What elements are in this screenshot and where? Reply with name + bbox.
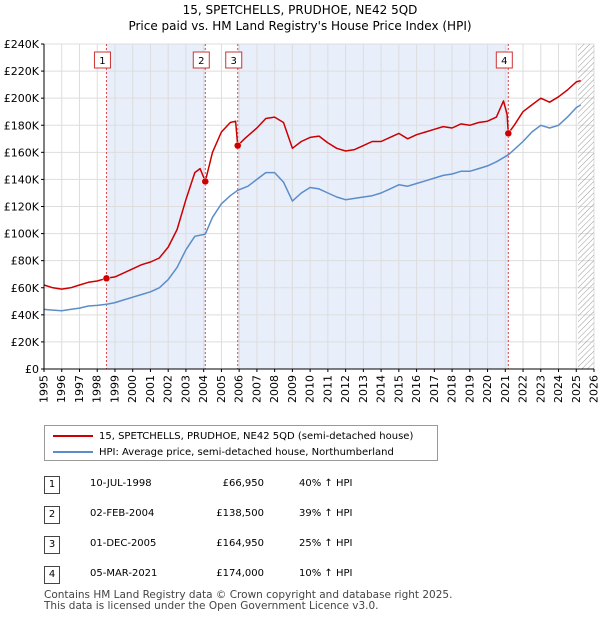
- sale-hpi-diff: 10% ↑ HPI: [299, 568, 353, 579]
- x-tick-label: 2000: [126, 375, 139, 403]
- legend: 15, SPETCHELLS, PRUDHOE, NE42 5QD (semi-…: [44, 425, 438, 461]
- x-tick-label: 2022: [517, 375, 530, 403]
- legend-label-hpi: HPI: Average price, semi-detached house,…: [99, 446, 394, 458]
- x-tick-label: 2007: [250, 375, 263, 403]
- x-tick-label: 2001: [144, 375, 157, 403]
- y-tick-label: £40K: [11, 309, 40, 322]
- x-tick-label: 2008: [268, 375, 281, 403]
- hpi-line: [43, 104, 582, 312]
- x-tick-label: 2014: [375, 375, 388, 403]
- footer: Contains HM Land Registry data © Crown c…: [44, 590, 452, 612]
- x-tick-label: 2021: [499, 375, 512, 403]
- sale-number-frame: [93, 51, 111, 69]
- sale-number-frame: [192, 51, 210, 69]
- chart-title: 15, SPETCHELLS, PRUDHOE, NE42 5QD: [182, 3, 418, 17]
- sale-hpi-diff: 25% ↑ HPI: [299, 538, 353, 549]
- transactions-table: 1 10-JUL-1998 £66,950 40% ↑ HPI 2 02-FEB…: [44, 476, 444, 596]
- sale-number-label: 3: [231, 56, 237, 67]
- sale-date: 05-MAR-2021: [90, 568, 158, 579]
- sale-point: [504, 129, 513, 138]
- x-tick-label: 2025: [570, 375, 583, 403]
- y-tick-label: £240K: [4, 38, 40, 51]
- legend-item-property: 15, SPETCHELLS, PRUDHOE, NE42 5QD (semi-…: [53, 429, 413, 443]
- sale-number-box: 1: [93, 51, 111, 69]
- y-tick-label: £200K: [4, 92, 40, 105]
- legend-swatch-red: [53, 435, 93, 437]
- sale-number-label: 1: [99, 56, 105, 67]
- x-tick-label: 1996: [55, 375, 68, 403]
- table-row: 4 05-MAR-2021 £174,000 10% ↑ HPI: [44, 566, 444, 596]
- sale-number-box: 3: [225, 51, 243, 69]
- sale-hpi-diff: 40% ↑ HPI: [299, 478, 353, 489]
- sale-price: £174,000: [216, 568, 264, 579]
- price-chart: 1 2 3 4 £0 £20K £40K £60K £80K £100K £120K £140K £1…: [4, 38, 600, 403]
- sale-price: £138,500: [216, 508, 264, 519]
- x-tick-label: 2020: [481, 375, 494, 403]
- y-tick-label: £100K: [4, 228, 40, 241]
- x-tick-label: 2002: [162, 375, 175, 403]
- sale-point: [233, 141, 242, 150]
- sale-date: 01-DEC-2005: [90, 538, 157, 549]
- y-tick-label: £20K: [11, 336, 40, 349]
- forecast-hatch: [578, 44, 594, 369]
- x-tick-label: 2009: [286, 375, 299, 403]
- x-tick-label: 2004: [197, 375, 210, 403]
- table-row: 1 10-JUL-1998 £66,950 40% ↑ HPI: [44, 476, 444, 506]
- sale-number-label: 2: [198, 56, 204, 67]
- sale-date: 10-JUL-1998: [90, 478, 152, 489]
- x-tick-label: 2026: [588, 375, 600, 403]
- x-tick-label: 2003: [179, 375, 192, 403]
- sale-number-badge: 3: [44, 536, 60, 554]
- sale-number-frame: [225, 51, 243, 69]
- y-tick-label: £80K: [11, 255, 40, 268]
- y-tick-label: £0: [25, 363, 39, 376]
- x-tick-label: 2006: [233, 375, 246, 403]
- y-tick-label: £220K: [4, 65, 40, 78]
- x-tick-label: 2019: [463, 375, 476, 403]
- legend-label-property: 15, SPETCHELLS, PRUDHOE, NE42 5QD (semi-…: [99, 430, 414, 442]
- y-tick-label: £180K: [4, 119, 40, 132]
- sale-number-frame: [495, 51, 513, 69]
- x-tick-label: 2023: [534, 375, 547, 403]
- sale-number-box: 4: [495, 51, 513, 69]
- footer-license: This data is licensed under the Open Gov…: [44, 600, 379, 612]
- sale-price: £164,950: [216, 538, 264, 549]
- sale-number-badge: 2: [44, 506, 60, 524]
- x-tick-label: 1998: [91, 375, 104, 403]
- sale-number-label: 4: [501, 56, 507, 67]
- x-tick-label: 2017: [428, 375, 441, 403]
- x-tick-label: 2011: [321, 375, 334, 403]
- sale-price: £66,950: [222, 478, 264, 489]
- y-tick-label: £60K: [11, 282, 40, 295]
- x-tick-label: 1999: [108, 375, 121, 403]
- x-tick-label: 2010: [304, 375, 317, 403]
- x-tick-label: 2016: [410, 375, 423, 403]
- x-tick-label: 1995: [38, 375, 51, 403]
- sale-point: [102, 274, 111, 283]
- x-tick-label: 2012: [339, 375, 352, 403]
- x-tick-label: 2018: [446, 375, 459, 403]
- y-tick-label: £140K: [4, 173, 40, 186]
- x-tick-label: 1997: [73, 375, 86, 403]
- legend-item-hpi: HPI: Average price, semi-detached house,…: [53, 445, 394, 459]
- x-tick-label: 2013: [357, 375, 370, 403]
- x-tick-label: 2024: [552, 375, 565, 403]
- sale-number-badge: 1: [44, 476, 60, 494]
- legend-swatch-blue: [53, 451, 93, 453]
- sale-date: 02-FEB-2004: [90, 508, 155, 519]
- sale-number-badge: 4: [44, 566, 60, 584]
- sale-number-box: 2: [192, 51, 210, 69]
- table-row: 2 02-FEB-2004 £138,500 39% ↑ HPI: [44, 506, 444, 536]
- y-tick-label: £160K: [4, 146, 40, 159]
- property-price-line: [43, 79, 581, 290]
- chart-subtitle: Price paid vs. HM Land Registry's House …: [128, 19, 472, 33]
- x-tick-label: 2015: [392, 375, 405, 403]
- sale-hpi-diff: 39% ↑ HPI: [299, 508, 353, 519]
- table-row: 3 01-DEC-2005 £164,950 25% ↑ HPI: [44, 536, 444, 566]
- footer-copyright: Contains HM Land Registry data © Crown c…: [44, 589, 453, 601]
- x-tick-label: 2005: [215, 375, 228, 403]
- sale-point: [201, 177, 210, 186]
- y-tick-label: £120K: [4, 201, 40, 214]
